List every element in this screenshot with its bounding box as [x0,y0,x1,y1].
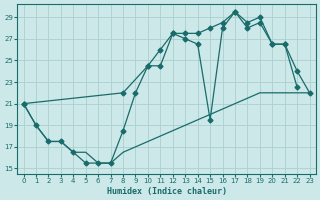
X-axis label: Humidex (Indice chaleur): Humidex (Indice chaleur) [107,187,227,196]
